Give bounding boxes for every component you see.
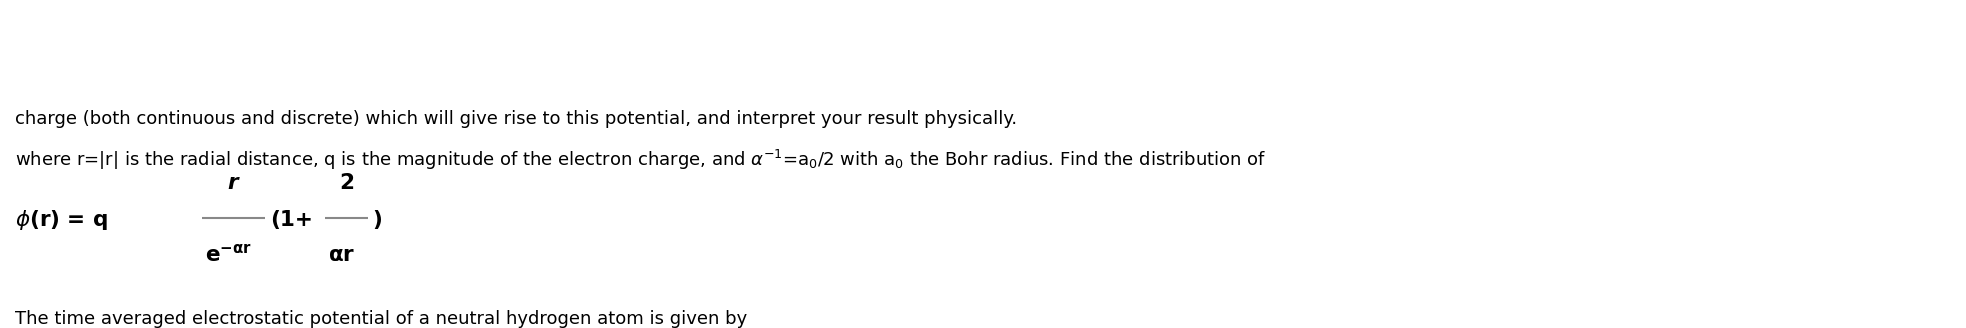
Text: The time averaged electrostatic potential of a neutral hydrogen atom is given by: The time averaged electrostatic potentia… (16, 310, 747, 328)
Text: 2: 2 (338, 173, 354, 193)
Text: where r=|r| is the radial distance, q is the magnitude of the electron charge, a: where r=|r| is the radial distance, q is… (16, 148, 1266, 172)
Text: e$^{\mathbf{-\alpha r}}$: e$^{\mathbf{-\alpha r}}$ (204, 244, 252, 266)
Text: ): ) (372, 210, 381, 230)
Text: (1+: (1+ (269, 210, 313, 230)
Text: r: r (226, 173, 238, 193)
Text: $\phi$(r) = q: $\phi$(r) = q (16, 208, 108, 232)
Text: $\mathbf{\alpha}$r: $\mathbf{\alpha}$r (328, 245, 356, 265)
Text: charge (both continuous and discrete) which will give rise to this potential, an: charge (both continuous and discrete) wh… (16, 110, 1016, 128)
